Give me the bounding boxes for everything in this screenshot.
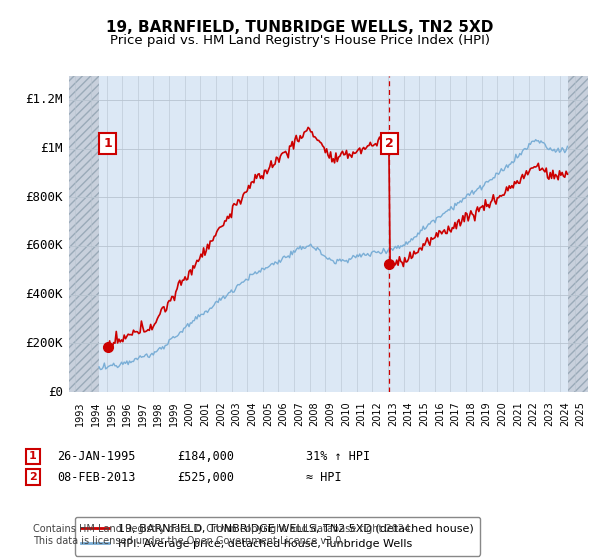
Text: £1.2M: £1.2M — [25, 94, 63, 106]
Text: 2: 2 — [385, 137, 394, 150]
Text: £400K: £400K — [25, 288, 63, 301]
Text: Price paid vs. HM Land Registry's House Price Index (HPI): Price paid vs. HM Land Registry's House … — [110, 34, 490, 46]
Text: 1: 1 — [29, 451, 37, 461]
Text: 1996: 1996 — [122, 402, 132, 426]
Text: Contains HM Land Registry data © Crown copyright and database right 2024.
This d: Contains HM Land Registry data © Crown c… — [33, 524, 413, 546]
Text: 2000: 2000 — [185, 402, 194, 426]
Text: £600K: £600K — [25, 240, 63, 253]
Text: 2025: 2025 — [575, 402, 586, 426]
Text: 08-FEB-2013: 08-FEB-2013 — [57, 470, 136, 484]
Text: 2012: 2012 — [372, 402, 382, 426]
Bar — [69, 76, 99, 392]
Text: 2023: 2023 — [544, 402, 554, 426]
Text: 2004: 2004 — [247, 402, 257, 426]
Text: 31% ↑ HPI: 31% ↑ HPI — [306, 450, 370, 463]
Text: £0: £0 — [48, 385, 63, 399]
Text: 2003: 2003 — [232, 402, 242, 426]
Text: 1993: 1993 — [75, 402, 85, 426]
Text: 2001: 2001 — [200, 402, 211, 426]
Text: £184,000: £184,000 — [177, 450, 234, 463]
Text: £200K: £200K — [25, 337, 63, 350]
Text: 2020: 2020 — [497, 402, 508, 426]
Text: 19, BARNFIELD, TUNBRIDGE WELLS, TN2 5XD: 19, BARNFIELD, TUNBRIDGE WELLS, TN2 5XD — [106, 20, 494, 35]
Text: 2024: 2024 — [560, 402, 570, 426]
Text: 1998: 1998 — [154, 402, 163, 426]
Text: 2022: 2022 — [529, 402, 539, 426]
Text: 2009: 2009 — [325, 402, 335, 426]
Text: 1995: 1995 — [107, 402, 116, 426]
Text: 2006: 2006 — [278, 402, 289, 426]
Text: 2014: 2014 — [404, 402, 413, 426]
Text: ≈ HPI: ≈ HPI — [306, 470, 341, 484]
Text: 1997: 1997 — [138, 402, 148, 426]
Text: £1M: £1M — [40, 142, 63, 155]
Text: 2008: 2008 — [310, 402, 320, 426]
Text: 2019: 2019 — [482, 402, 491, 426]
Text: £800K: £800K — [25, 191, 63, 204]
Text: 2005: 2005 — [263, 402, 273, 426]
Text: 2010: 2010 — [341, 402, 351, 426]
Text: 2002: 2002 — [216, 402, 226, 426]
Text: 2021: 2021 — [513, 402, 523, 426]
Text: 2: 2 — [29, 472, 37, 482]
Text: 2017: 2017 — [451, 402, 460, 426]
Text: 2013: 2013 — [388, 402, 398, 426]
Legend: 19, BARNFIELD, TUNBRIDGE WELLS, TN2 5XD (detached house), HPI: Average price, de: 19, BARNFIELD, TUNBRIDGE WELLS, TN2 5XD … — [74, 517, 481, 556]
Text: 2016: 2016 — [435, 402, 445, 426]
Text: 2015: 2015 — [419, 402, 429, 426]
Bar — [568, 76, 588, 392]
Text: 1999: 1999 — [169, 402, 179, 426]
Text: 2018: 2018 — [466, 402, 476, 426]
Text: 2011: 2011 — [356, 402, 367, 426]
Text: £525,000: £525,000 — [177, 470, 234, 484]
Text: 26-JAN-1995: 26-JAN-1995 — [57, 450, 136, 463]
Text: 1: 1 — [103, 137, 112, 150]
Text: 2007: 2007 — [294, 402, 304, 426]
Text: 1994: 1994 — [91, 402, 101, 426]
